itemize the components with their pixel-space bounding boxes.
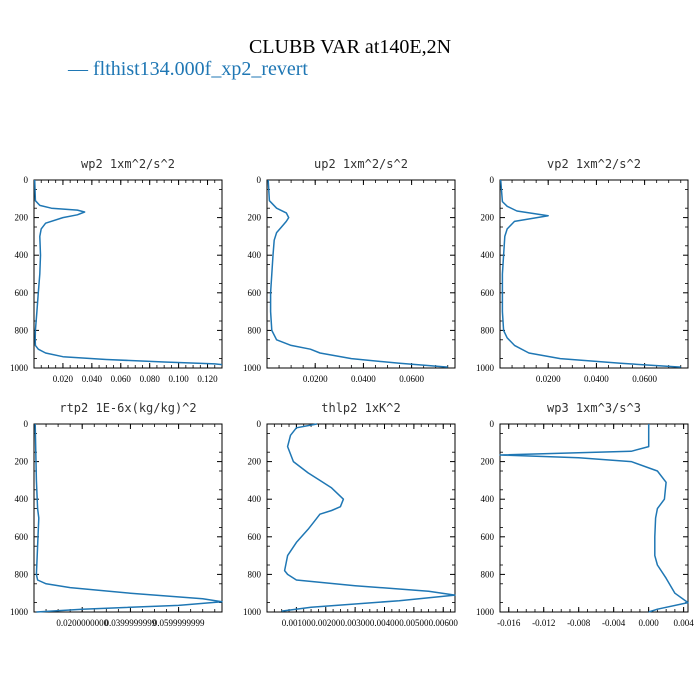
chart-panel: vp2 1xm^2/s^2 0 200 400 600 800 1000 0.0200 0.04…: [476, 157, 689, 384]
plot-frame: [33, 179, 223, 369]
chart-panel: wp2 1xm^2/s^2 0 200 400 600 800 1000 0.020 0.040…: [10, 157, 223, 384]
y-tick-label: 600: [15, 532, 29, 542]
y-tick-label: 600: [248, 532, 262, 542]
x-tick-label: 0.0400: [584, 374, 609, 384]
x-tick-label: -0.004: [602, 618, 626, 628]
series-line: [281, 423, 456, 612]
series-line: [267, 179, 448, 368]
x-tick-label: -0.008: [567, 618, 591, 628]
x-tick-label: 0.060: [111, 374, 132, 384]
y-tick-label: 1000: [476, 607, 495, 617]
panel-title: wp3 1xm^3/s^3: [547, 401, 641, 415]
y-tick-label: 0: [257, 175, 262, 185]
y-tick-label: 1000: [243, 607, 262, 617]
plot-frame: [33, 423, 223, 613]
x-tick-label: 0.020: [53, 374, 74, 384]
x-tick-label: 0.00300: [341, 618, 371, 628]
x-tick-label: 0.00400: [370, 618, 400, 628]
y-tick-label: 200: [248, 213, 262, 223]
chart-panel: thlp2 1xK^2 0 200 400 600 800 1000 0.00100 0.002…: [243, 401, 458, 628]
series-line: [499, 424, 689, 613]
y-tick-label: 200: [15, 457, 29, 467]
y-tick-label: 400: [15, 494, 29, 504]
figure-title: CLUBB VAR at140E,2N: [248, 36, 452, 58]
x-tick-label: 0.004: [674, 618, 695, 628]
panel-title: vp2 1xm^2/s^2: [547, 157, 641, 171]
plot-frame: [499, 179, 689, 369]
y-tick-label: 200: [248, 457, 262, 467]
y-tick-label: 200: [15, 213, 29, 223]
x-tick-label: 0.00500: [399, 618, 429, 628]
x-tick-label: 0.080: [140, 374, 161, 384]
y-tick-label: 1000: [243, 363, 262, 373]
y-tick-label: 200: [481, 213, 495, 223]
y-tick-label: 1000: [10, 363, 29, 373]
y-tick-label: 800: [481, 569, 495, 579]
x-tick-label: -0.016: [497, 618, 521, 628]
y-tick-label: 800: [248, 325, 262, 335]
x-tick-label: 0.100: [168, 374, 189, 384]
x-tick-label: -0.012: [532, 618, 555, 628]
x-tick-label: 0.00200: [311, 618, 341, 628]
y-tick-label: 200: [481, 457, 495, 467]
x-tick-label: 0.0200: [536, 374, 561, 384]
x-tick-label: 0.00600: [429, 618, 459, 628]
y-tick-label: 600: [481, 288, 495, 298]
y-tick-label: 1000: [10, 607, 29, 617]
chart-panel: up2 1xm^2/s^2 0 200 400 600 800 1000 0.0200 0.04…: [243, 157, 456, 384]
x-tick-label: 0.000: [639, 618, 660, 628]
y-tick-label: 0: [24, 419, 29, 429]
y-tick-label: 400: [481, 250, 495, 260]
x-tick-label: 0.0399999999: [105, 618, 157, 628]
x-tick-label: 0.0599999999: [153, 618, 205, 628]
y-tick-label: 600: [15, 288, 29, 298]
x-tick-label: 0.0600: [632, 374, 657, 384]
x-tick-label: 0.0600: [399, 374, 424, 384]
y-tick-label: 400: [248, 494, 262, 504]
series-line: [34, 423, 223, 613]
y-tick-label: 800: [481, 325, 495, 335]
series-line: [33, 179, 223, 366]
figure-legend: — flthist134.000f_xp2_revert: [68, 58, 308, 80]
panel-title: rtp2 1E-6x(kg/kg)^2: [59, 401, 196, 415]
plot-frame: [266, 179, 456, 369]
y-tick-label: 800: [248, 569, 262, 579]
y-tick-label: 800: [15, 569, 29, 579]
y-tick-label: 0: [24, 175, 29, 185]
y-tick-label: 1000: [476, 363, 495, 373]
series-line: [499, 179, 681, 368]
y-tick-label: 400: [15, 250, 29, 260]
panel-title: thlp2 1xK^2: [321, 401, 400, 415]
y-tick-label: 0: [490, 175, 495, 185]
y-tick-label: 0: [490, 419, 495, 429]
x-tick-label: 0.120: [197, 374, 218, 384]
x-tick-label: 0.040: [82, 374, 103, 384]
y-tick-label: 0: [257, 419, 262, 429]
x-tick-label: 0.0400: [351, 374, 376, 384]
x-tick-label: 0.0200000000: [56, 618, 108, 628]
chart-panel: rtp2 1E-6x(kg/kg)^2 0 200 400 600 800 1000 0.02…: [10, 401, 223, 628]
chart-panel: wp3 1xm^3/s^3 0 200 400 600 800 1000-0.016 -0.0…: [476, 401, 694, 628]
y-tick-label: 600: [248, 288, 262, 298]
plot-frame: [266, 423, 456, 613]
x-tick-label: 0.00100: [282, 618, 312, 628]
y-tick-label: 400: [248, 250, 262, 260]
x-tick-label: 0.0200: [303, 374, 328, 384]
y-tick-label: 800: [15, 325, 29, 335]
panel-title: up2 1xm^2/s^2: [314, 157, 408, 171]
y-tick-label: 400: [481, 494, 495, 504]
panel-title: wp2 1xm^2/s^2: [81, 157, 175, 171]
y-tick-label: 600: [481, 532, 495, 542]
plot-frame: [499, 423, 689, 613]
